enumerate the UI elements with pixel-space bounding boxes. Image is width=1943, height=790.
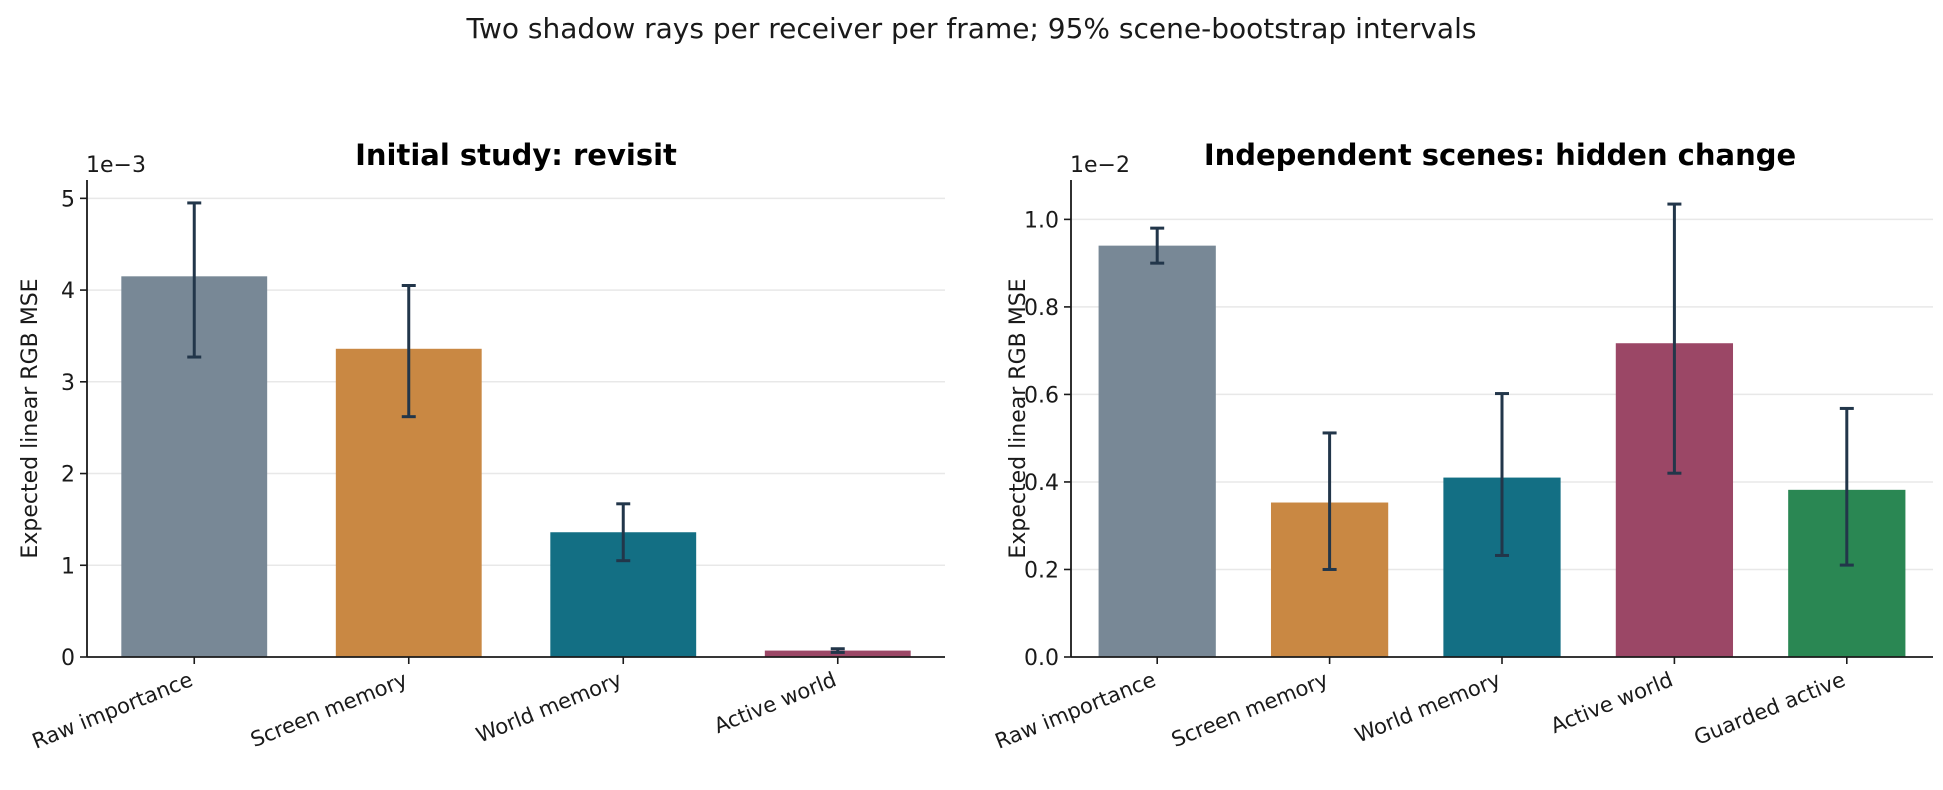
panel-2-x-tick-label-3: World memory	[1352, 667, 1504, 747]
panel-2-y-tick-label: 0.0	[1024, 646, 1059, 671]
panel-1-title: Initial study: revisit	[355, 138, 677, 172]
panel-1-y-axis-label: Expected linear RGB MSE	[18, 278, 43, 558]
panel-2-title: Independent scenes: hidden change	[1204, 138, 1796, 172]
panel-1-x-tick-label-3: World memory	[473, 667, 625, 747]
panel-1-y-tick-label: 3	[61, 371, 75, 396]
panel-2-bar-1	[1098, 245, 1216, 657]
panel-1-x-tick-label-2: Screen memory	[247, 667, 410, 752]
panel-2-y-tick-label: 0.4	[1024, 471, 1059, 496]
panel-1-y-tick-label: 1	[61, 554, 75, 579]
panel-2-x-tick-label-1: Raw importance	[992, 667, 1159, 753]
panel-1-y-tick-label: 2	[61, 463, 75, 488]
panel-1-x-tick-label-4: Active world	[711, 667, 840, 738]
panel-2-y-axis-label: Expected linear RGB MSE	[1006, 278, 1031, 558]
panel-2-y-tick-label: 0.2	[1024, 558, 1059, 583]
panel-2-x-tick-label-2: Screen memory	[1168, 667, 1331, 752]
panel-2-x-tick-label-4: Active world	[1547, 667, 1676, 738]
panel-2-axis-multiplier: 1e−2	[1070, 153, 1130, 178]
panel-2-y-tick-label: 1.0	[1024, 208, 1059, 233]
panel-1-y-tick-label: 5	[61, 187, 75, 212]
panel-1-y-tick-label: 0	[61, 646, 75, 671]
panel-1-x-tick-label-1: Raw importance	[29, 667, 196, 753]
panel-1-y-tick-label: 4	[61, 279, 75, 304]
panel-2-y-tick-label: 0.6	[1024, 383, 1059, 408]
panel-2-x-tick-label-5: Guarded active	[1691, 667, 1849, 749]
panel-1-axis-multiplier: 1e−3	[86, 153, 146, 178]
figure-title: Two shadow rays per receiver per frame; …	[466, 12, 1477, 45]
panel-2-y-tick-label: 0.8	[1024, 296, 1059, 321]
